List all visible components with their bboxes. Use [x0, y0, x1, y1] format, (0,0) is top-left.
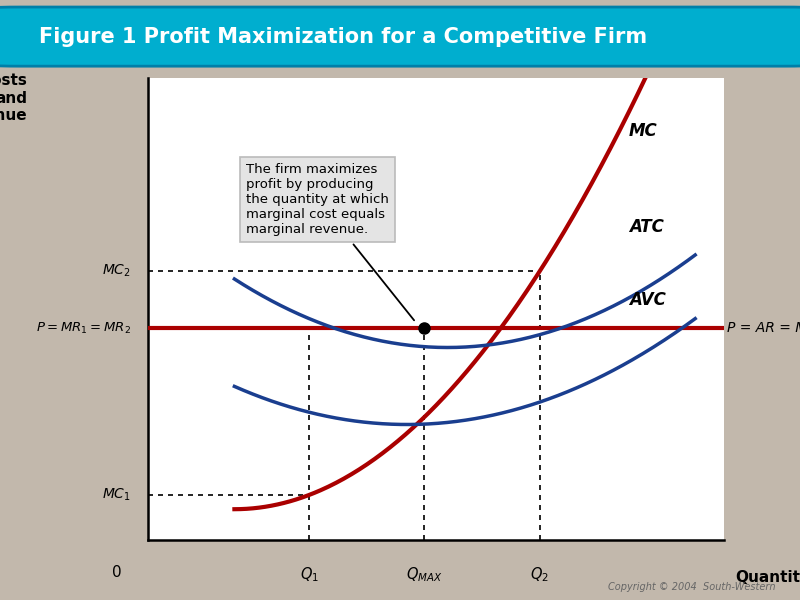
Text: $Q_2$: $Q_2$: [530, 565, 549, 584]
Text: MC: MC: [629, 122, 658, 140]
FancyBboxPatch shape: [0, 7, 800, 66]
Text: P = AR = MR: P = AR = MR: [727, 321, 800, 335]
Text: $P = MR_1 = MR_2$: $P = MR_1 = MR_2$: [36, 320, 130, 336]
Text: Copyright © 2004  South-Western: Copyright © 2004 South-Western: [609, 582, 776, 592]
Text: $MC_2$: $MC_2$: [102, 263, 130, 280]
Text: $Q_1$: $Q_1$: [300, 565, 318, 584]
Text: Figure 1 Profit Maximization for a Competitive Firm: Figure 1 Profit Maximization for a Compe…: [39, 26, 647, 47]
Text: $MC_1$: $MC_1$: [102, 487, 130, 503]
Text: Quantity: Quantity: [735, 570, 800, 585]
Text: AVC: AVC: [629, 291, 666, 309]
Text: The firm maximizes
profit by producing
the quantity at which
marginal cost equal: The firm maximizes profit by producing t…: [246, 163, 414, 320]
Text: 0: 0: [111, 565, 121, 580]
Text: $Q_{MAX}$: $Q_{MAX}$: [406, 565, 442, 584]
Text: ATC: ATC: [629, 218, 664, 236]
Text: Costs
and
Revenue: Costs and Revenue: [0, 73, 27, 123]
